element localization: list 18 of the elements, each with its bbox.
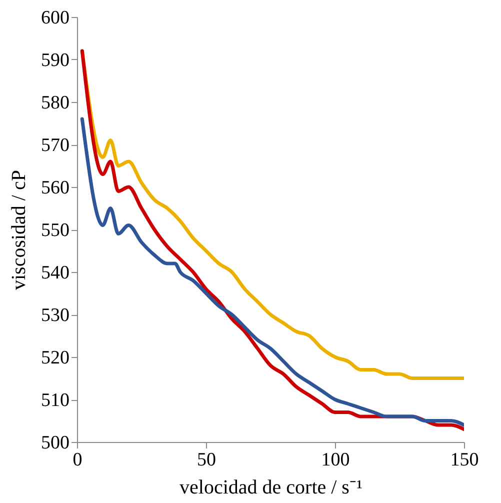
line-series bbox=[80, 117, 464, 427]
x-tick-label: 50 bbox=[197, 450, 216, 470]
y-axis-title: viscosidad / cP bbox=[8, 170, 30, 290]
y-tick-label: 560 bbox=[41, 178, 70, 198]
y-tick-label: 510 bbox=[41, 390, 70, 411]
y-tick-label: 600 bbox=[41, 8, 70, 28]
y-tick-label: 540 bbox=[41, 262, 70, 284]
y-tick-label: 550 bbox=[41, 220, 70, 241]
x-tick-label: 100 bbox=[321, 450, 350, 470]
y-tick-label: 590 bbox=[41, 50, 70, 71]
x-axis-title: velocidad de corte / s⁻¹ bbox=[180, 476, 362, 498]
y-tick-label: 580 bbox=[41, 92, 70, 114]
x-tick-label: 150 bbox=[450, 450, 479, 470]
y-tick-label: 520 bbox=[41, 348, 70, 368]
x-tick-label: 0 bbox=[72, 450, 82, 470]
y-tick-label: 570 bbox=[41, 135, 70, 156]
y-tick-label: 500 bbox=[41, 432, 70, 454]
y-tick-label: 530 bbox=[41, 305, 70, 326]
